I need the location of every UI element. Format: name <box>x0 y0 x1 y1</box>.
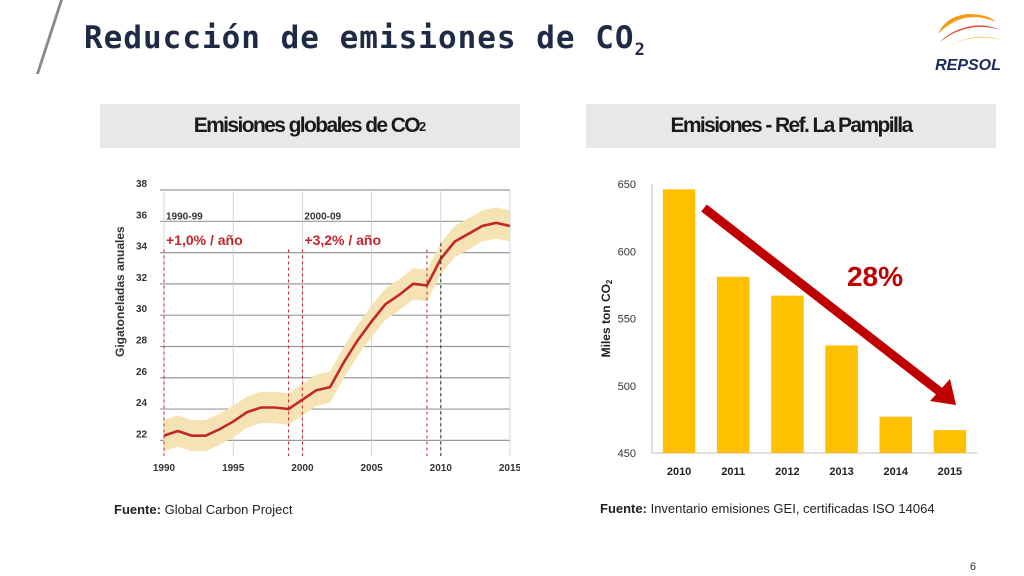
x-tick-label-2012: 2012 <box>775 466 799 478</box>
y-tick-label-28: 28 <box>136 335 148 346</box>
x-tick-label-2011: 2011 <box>721 466 745 478</box>
decline-percentage: 28% <box>847 261 903 292</box>
x-tick-label-2013: 2013 <box>829 466 853 478</box>
annotation-rate-1: +1,0% / año <box>166 232 243 248</box>
emissions-line <box>163 221 511 437</box>
right-source-text: Inventario emisiones GEI, certificadas I… <box>650 501 935 516</box>
page-number: 6 <box>969 561 976 573</box>
slide-title-subscript: 2 <box>634 40 646 61</box>
y-tick-label-450: 450 <box>618 448 636 460</box>
left-source-text: Global Carbon Project <box>164 502 293 517</box>
bar-2012 <box>771 295 804 453</box>
y-tick-label-650: 650 <box>618 179 636 191</box>
left-panel-heading: Emisiones globales de CO 2 <box>100 104 520 148</box>
pampilla-emissions-chart: 450 500 550 600 650 2010 2011 2012 2013 2014 2015 M… <box>599 179 977 478</box>
bar-2011 <box>717 276 750 453</box>
x-tick-label-1995: 1995 <box>222 463 245 474</box>
annotation-period-1: 1990-99 <box>166 212 203 223</box>
slide-title-text: Reducción de emisiones de CO <box>84 20 635 56</box>
x-tick-label-2015: 2015 <box>499 463 520 474</box>
bar-2015 <box>933 430 967 453</box>
left-chart-ylabel: Gigatoneladas anuales <box>113 226 127 357</box>
bar-chart-ylabel-subscript: 2 <box>605 279 614 284</box>
title-accent-line <box>35 0 63 74</box>
right-heading-text: Emisiones - Ref. La Pampilla <box>670 114 913 137</box>
bar-2010 <box>662 189 696 453</box>
x-tick-label-2005: 2005 <box>360 463 383 474</box>
y-tick-label-22: 22 <box>136 429 148 440</box>
global-emissions-chart: 22 24 26 28 30 32 34 36 38 1990 1995 2000 2005 2010 20… <box>136 179 520 474</box>
y-tick-label-38: 38 <box>136 179 148 190</box>
x-tick-label-2015: 2015 <box>938 466 962 478</box>
right-panel-heading: Emisiones - Ref. La Pampilla <box>586 104 996 148</box>
y-tick-label-550: 550 <box>618 314 636 326</box>
logo-text: REPSOL <box>935 57 1001 74</box>
left-source: Fuente: Global Carbon Project <box>114 502 292 517</box>
right-source-label: Fuente: <box>600 501 647 516</box>
y-tick-label-34: 34 <box>136 242 148 253</box>
annotation-period-2: 2000-09 <box>304 212 341 223</box>
x-tick-label-2010: 2010 <box>667 466 691 478</box>
bar-2013 <box>825 345 858 453</box>
x-tick-label-2010: 2010 <box>430 463 453 474</box>
x-tick-label-2014: 2014 <box>884 466 909 478</box>
left-source-label: Fuente: <box>114 502 161 517</box>
y-tick-label-500: 500 <box>618 381 636 393</box>
repsol-logo: REPSOL <box>935 14 1002 74</box>
x-tick-label-2000: 2000 <box>291 463 314 474</box>
left-heading-text: Emisiones globales de CO <box>193 114 421 137</box>
right-source: Fuente: Inventario emisiones GEI, certif… <box>600 501 935 516</box>
bar-chart-ylabel: Miles ton CO2 <box>599 279 614 357</box>
uncertainty-band <box>164 207 510 452</box>
decline-arrow-head <box>930 379 956 405</box>
y-tick-label-36: 36 <box>136 210 148 221</box>
bar-2014 <box>879 416 912 453</box>
y-tick-label-30: 30 <box>136 304 148 315</box>
y-tick-label-32: 32 <box>136 273 148 284</box>
y-tick-label-26: 26 <box>136 367 148 378</box>
decline-arrow-shaft <box>701 204 947 399</box>
y-tick-label-24: 24 <box>136 398 148 409</box>
left-heading-subscript: 2 <box>419 118 427 134</box>
slide-title: Reducción de emisiones de CO2 <box>84 20 646 60</box>
x-tick-label-1990: 1990 <box>153 463 176 474</box>
annotation-rate-2: +3,2% / año <box>304 232 381 248</box>
y-tick-label-600: 600 <box>618 246 636 258</box>
